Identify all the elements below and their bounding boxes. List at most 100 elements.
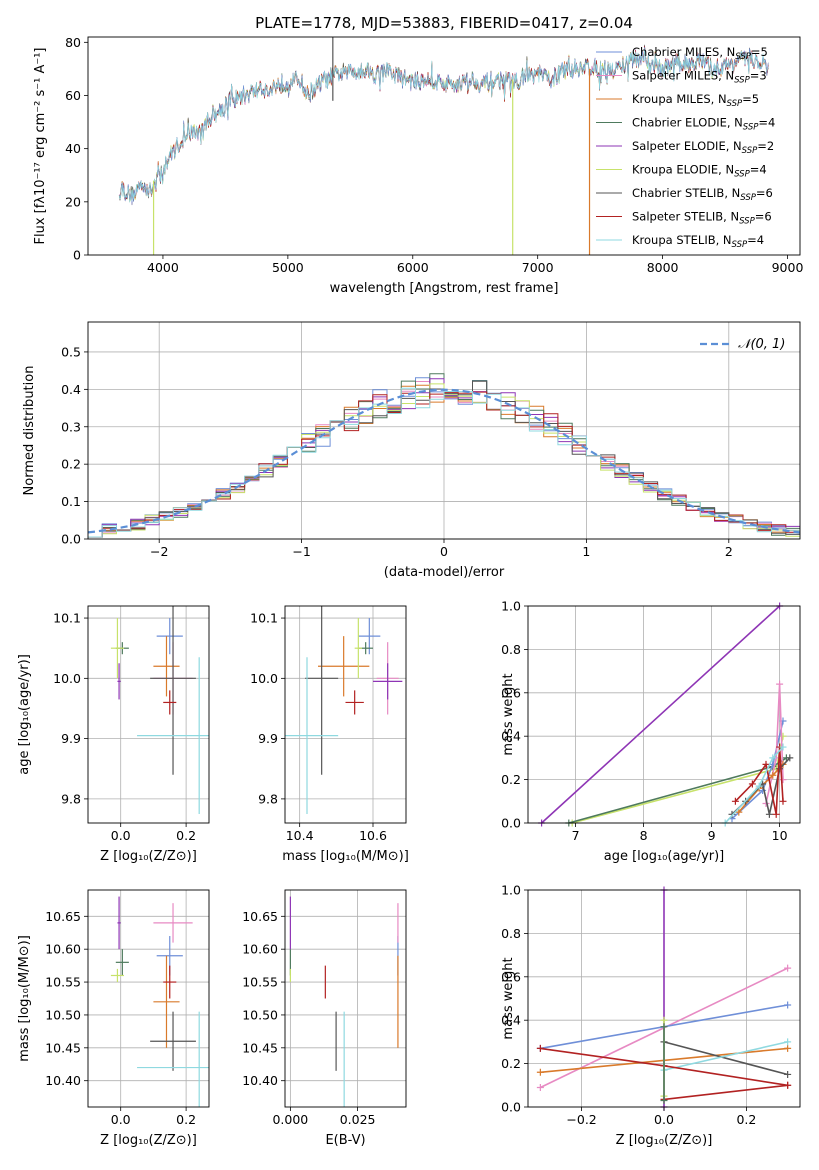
weight-line-darkred [663, 1084, 788, 1101]
weight-marker-pink [784, 964, 792, 972]
y-tick-label: 0.8 [501, 926, 521, 941]
y-tick-label: 60 [65, 88, 81, 103]
spectrum-line-cyan [118, 48, 769, 203]
x-tick-label: 2 [725, 544, 733, 559]
y-tick-label: 0.4 [501, 1013, 521, 1028]
weight-marker-yellowgreen [660, 1016, 668, 1024]
y-tick-label: 9.9 [61, 731, 81, 746]
weight-marker-darkred [748, 780, 756, 788]
y-axis-label: Normed distribution [22, 366, 37, 496]
y-axis-label: mass weight [501, 957, 516, 1039]
legend-subscript: SSP [732, 240, 748, 250]
y-tick-label: 10.40 [45, 1073, 81, 1088]
x-tick-label: −2 [150, 544, 168, 559]
histograms [88, 373, 800, 539]
x-tick-label: 6000 [397, 260, 429, 275]
y-tick-label: 1.0 [501, 883, 521, 898]
axes-weight_vs_Z: −0.2 0.0 0.2 0.0 0.2 0.4 0.6 0.8 1.0 Z [log₁₀(Z/Z… [501, 883, 801, 1148]
x-axis-label: Z [log₁₀(Z/Z⊙)] [616, 1133, 713, 1148]
weight-line-pink [765, 684, 784, 804]
legend-subscript: SSP [727, 99, 743, 109]
weight-marker-pink [776, 680, 784, 688]
weight-marker-orange [735, 808, 743, 816]
weight-line-cyan [663, 1041, 788, 1071]
weight-marker-darkgray [776, 765, 784, 773]
chart-title: PLATE=1778, MJD=53883, FIBERID=0417, z=0… [255, 14, 633, 32]
weight-marker-darkred [731, 797, 739, 805]
y-tick-label: 10.40 [242, 1073, 278, 1088]
legend-text: Salpeter ELODIE, N [632, 139, 742, 153]
y-axis-label: mass [log₁₀(M/M⊙)] [17, 935, 32, 1062]
weight-lines [538, 602, 794, 827]
y-axis-label: mass weight [501, 673, 516, 755]
weight-marker-darkgreen [660, 1096, 668, 1104]
y-tick-label: 1.0 [501, 599, 521, 614]
weight-marker-orange [784, 1044, 792, 1052]
y-tick-label: 20 [65, 194, 81, 209]
axes-frame [87, 321, 801, 540]
weight-marker-darkred [784, 1081, 792, 1089]
x-tick-label: 5000 [272, 260, 304, 275]
x-tick-label: 8000 [647, 260, 679, 275]
y-tick-label: 0.2 [61, 457, 81, 472]
axes-frame [87, 36, 801, 256]
y-tick-label: 10.60 [45, 942, 81, 957]
plot-area-spectrum [118, 37, 769, 255]
y-tick-label: 0.6 [501, 685, 521, 700]
legend-suffix: =6 [755, 210, 772, 224]
legend-subscript: SSP [734, 76, 750, 86]
legend-text: Salpeter STELIB, N [632, 210, 739, 224]
histogram-cyan [88, 387, 800, 539]
axes-spectrum: 4000 5000 6000 7000 8000 9000 0 20 40 60 80 wavelen… [33, 35, 803, 296]
x-tick-label: 7 [572, 828, 580, 843]
y-tick-label: 0.0 [501, 1100, 521, 1115]
x-tick-label: 7000 [522, 260, 554, 275]
legend-text: Kroupa ELODIE, N [632, 163, 734, 177]
errorbars [285, 606, 403, 814]
legend-entry: Salpeter MILES, NSSP=3 [632, 69, 767, 86]
weight-marker-darkred [762, 760, 770, 768]
x-tick-label: −1 [292, 544, 310, 559]
legend-subscript: SSP [740, 193, 756, 203]
weight-marker-cyan [769, 754, 777, 762]
y-tick-label: 10.50 [45, 1007, 81, 1022]
plot-area-residuals [88, 373, 800, 539]
x-axis-label: Z [log₁₀(Z/Z⊙)] [100, 849, 197, 864]
x-axis-label: wavelength [Angstrom, rest frame] [330, 281, 559, 296]
x-tick-label: 0.0 [111, 828, 131, 843]
y-tick-label: 10.0 [53, 671, 81, 686]
y-tick-label: 10.60 [242, 942, 278, 957]
x-tick-label: 0.025 [340, 1112, 376, 1127]
axes-frame [87, 889, 210, 1108]
weight-marker-cyan [784, 1038, 792, 1046]
x-tick-label: 10.6 [359, 828, 387, 843]
y-tick-label: 0.2 [501, 1056, 521, 1071]
legend-subscript: SSP [735, 52, 751, 62]
legend-entry: Kroupa STELIB, NSSP=4 [632, 233, 764, 250]
legend-subscript: SSP [743, 123, 759, 133]
axes-residuals: −2 −1 0 1 2 0.0 0.1 0.2 0.3 0.4 0.5 (data-model)/er… [22, 321, 801, 580]
x-axis-label: Z [log₁₀(Z/Z⊙)] [100, 1133, 197, 1148]
x-axis-label: mass [log₁₀(M/M⊙)] [282, 849, 409, 864]
x-tick-label: 10 [772, 828, 788, 843]
legend-suffix: =4 [758, 116, 775, 130]
weight-line-blue [731, 720, 784, 820]
y-tick-label: 0.5 [61, 344, 81, 359]
x-tick-label: 9000 [772, 260, 804, 275]
weight-marker-darkgray [765, 810, 773, 818]
legend-entry: Salpeter STELIB, NSSP=6 [632, 210, 772, 227]
weight-marker-darkgreen [660, 1023, 668, 1031]
axes-age_vs_Z: 0.0 0.2 9.8 9.9 10.0 10.1 Z [log₁₀(Z/Z⊙)] age [… [17, 605, 210, 864]
legend-suffix: =5 [751, 45, 768, 59]
axes-mass_vs_Z: 0.0 0.2 10.40 10.45 10.50 10.55 10.60 10.65 Z [l… [17, 889, 210, 1148]
legend-text: Chabrier ELODIE, N [632, 116, 743, 130]
weight-line-cyan [724, 746, 784, 824]
errorbars [289, 896, 399, 1107]
x-tick-label: 0.2 [176, 1112, 196, 1127]
weight-line-darkgray [663, 1041, 788, 1076]
y-tick-label: 0.2 [501, 772, 521, 787]
axes-weight_vs_age: 7 8 9 10 0.0 0.2 0.4 0.6 0.8 1.0 age [log₁₀(age/yr… [501, 599, 801, 864]
x-tick-label: 0.000 [272, 1112, 308, 1127]
weight-marker-darkred [536, 1044, 544, 1052]
